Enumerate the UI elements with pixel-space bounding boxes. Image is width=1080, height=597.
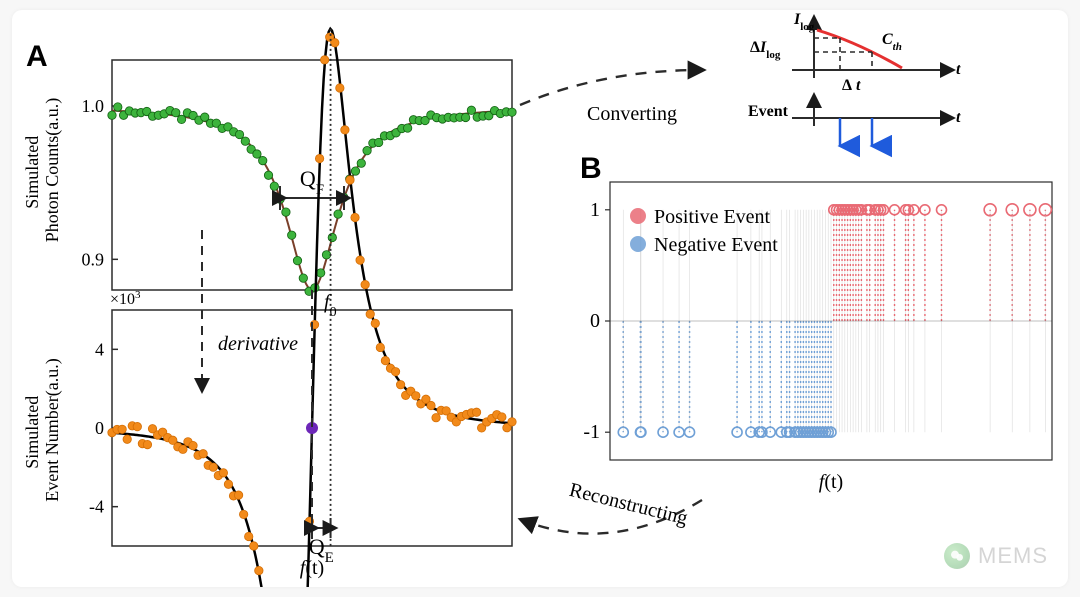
svg-text:0: 0 bbox=[590, 310, 600, 332]
svg-text:ΔIlog: ΔIlog bbox=[750, 39, 781, 61]
svg-text:-4: -4 bbox=[89, 497, 104, 517]
svg-text:Δ: Δ bbox=[842, 77, 852, 94]
chart-a-bottom-ylabel: Simulated Event Number(a.u.) bbox=[22, 358, 63, 501]
svg-text:×103: ×103 bbox=[110, 289, 141, 308]
svg-text:Converting: Converting bbox=[587, 103, 677, 125]
chart-a-top-ylabel: Simulated Photon Counts(a.u.) bbox=[22, 98, 63, 243]
svg-text:Ilog: Ilog bbox=[793, 11, 815, 33]
figure-card: A 0.91.0QF Simulated Photon Counts(a.u.)… bbox=[12, 10, 1068, 587]
svg-text:Reconstructing: Reconstructing bbox=[567, 479, 690, 530]
svg-text:4: 4 bbox=[95, 339, 104, 359]
wechat-icon bbox=[944, 543, 970, 569]
svg-text:f(t): f(t) bbox=[300, 557, 324, 579]
figure-svg: A 0.91.0QF Simulated Photon Counts(a.u.)… bbox=[12, 10, 1068, 587]
panel-label-a: A bbox=[26, 40, 48, 73]
svg-text:t: t bbox=[856, 77, 861, 94]
svg-text:0.9: 0.9 bbox=[82, 249, 105, 269]
svg-text:Event: Event bbox=[748, 103, 789, 120]
svg-text:derivative: derivative bbox=[218, 333, 298, 355]
svg-text:f(t): f(t) bbox=[819, 471, 843, 493]
svg-text:1.0: 1.0 bbox=[82, 96, 105, 116]
svg-text:1: 1 bbox=[590, 199, 600, 221]
svg-text:Cth: Cth bbox=[882, 31, 902, 53]
schematic-diagram: CthIlogΔIlogtΔtEventt bbox=[748, 11, 961, 146]
flow-arrows: Converting Reconstructing bbox=[520, 70, 702, 534]
watermark-text: MEMS bbox=[978, 543, 1048, 569]
svg-text:Positive Event: Positive Event bbox=[654, 206, 771, 228]
chart-a-top: 0.91.0QF bbox=[82, 60, 517, 295]
svg-text:t: t bbox=[956, 61, 961, 78]
panel-label-b: B bbox=[580, 152, 602, 185]
svg-text:t: t bbox=[956, 109, 961, 126]
svg-text:-1: -1 bbox=[583, 421, 600, 443]
svg-text:Negative Event: Negative Event bbox=[654, 234, 778, 256]
svg-text:0: 0 bbox=[95, 418, 104, 438]
watermark: MEMS bbox=[944, 543, 1048, 569]
chart-b: -1 0 1 Positive Event Negative Event f(t) bbox=[583, 182, 1052, 493]
